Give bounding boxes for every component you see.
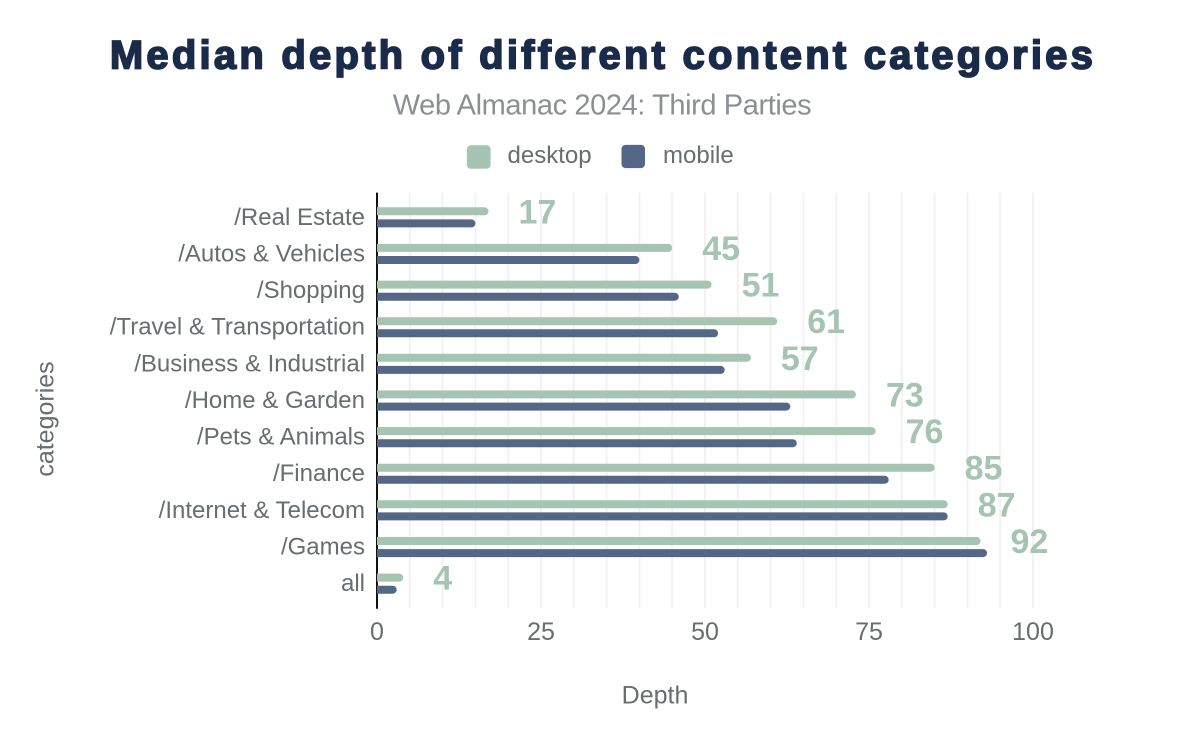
svg-text:76: 76 <box>906 413 944 451</box>
svg-text:73: 73 <box>886 376 924 414</box>
svg-text:mobile: mobile <box>663 142 734 169</box>
svg-text:51: 51 <box>742 267 780 305</box>
svg-text:/Home & Garden: /Home & Garden <box>185 387 365 414</box>
svg-text:61: 61 <box>807 303 845 341</box>
svg-text:4: 4 <box>433 560 452 598</box>
svg-text:92: 92 <box>1011 523 1049 561</box>
svg-text:50: 50 <box>691 618 719 646</box>
svg-text:Median depth of different cont: Median depth of different content catego… <box>110 34 1096 78</box>
svg-text:87: 87 <box>978 486 1016 524</box>
svg-text:17: 17 <box>519 193 557 231</box>
svg-text:45: 45 <box>702 230 740 268</box>
svg-text:all: all <box>341 570 365 597</box>
svg-text:desktop: desktop <box>508 142 592 169</box>
svg-text:categories: categories <box>32 361 60 476</box>
svg-text:75: 75 <box>855 618 883 646</box>
svg-text:/Travel & Transportation: /Travel & Transportation <box>110 314 365 341</box>
svg-text:0: 0 <box>370 618 384 646</box>
svg-text:25: 25 <box>527 618 555 646</box>
svg-text:Web Almanac 2024: Third Partie: Web Almanac 2024: Third Parties <box>393 90 812 122</box>
svg-text:100: 100 <box>1012 618 1054 646</box>
svg-text:/Autos & Vehicles: /Autos & Vehicles <box>178 240 365 267</box>
svg-text:85: 85 <box>965 450 1003 488</box>
svg-text:/Games: /Games <box>281 533 365 560</box>
svg-text:/Finance: /Finance <box>273 460 365 487</box>
svg-text:/Real Estate: /Real Estate <box>234 204 365 231</box>
svg-text:/Shopping: /Shopping <box>257 277 365 304</box>
svg-text:/Business & Industrial: /Business & Industrial <box>134 350 365 377</box>
svg-text:Depth: Depth <box>622 681 689 709</box>
svg-text:/Pets & Animals: /Pets & Animals <box>197 424 365 451</box>
svg-text:57: 57 <box>781 340 819 378</box>
svg-text:/Internet & Telecom: /Internet & Telecom <box>159 497 365 524</box>
